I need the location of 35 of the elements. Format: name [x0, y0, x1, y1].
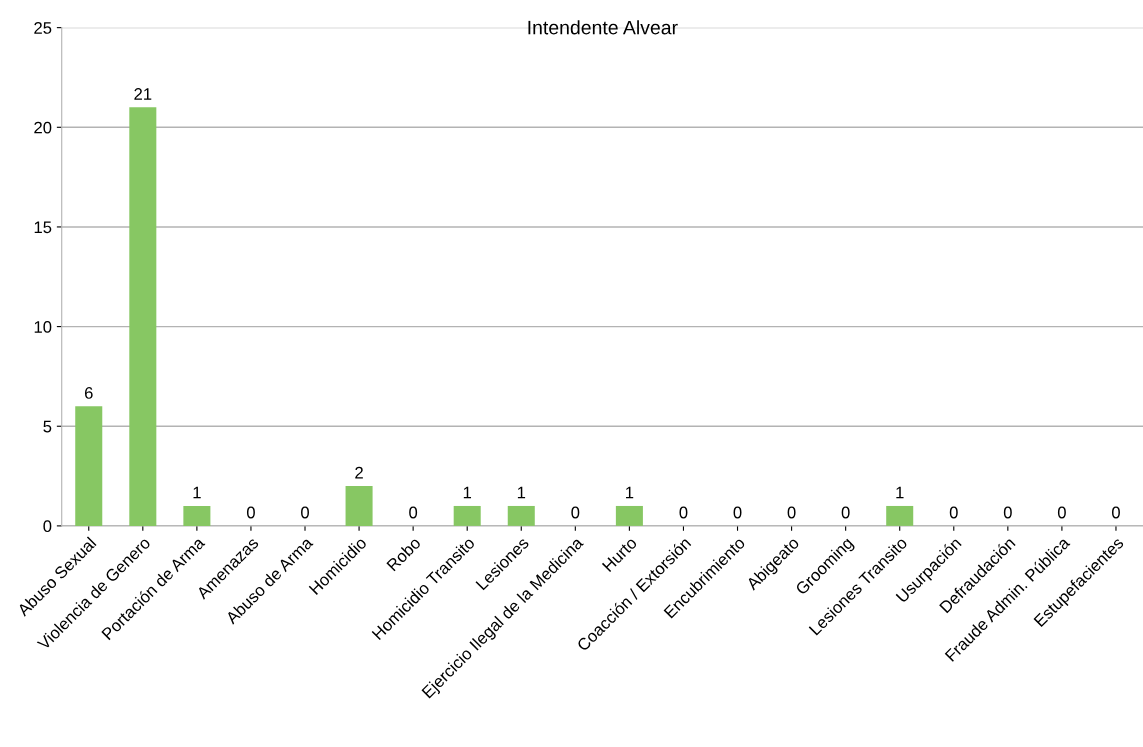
- data-label: 0: [409, 506, 418, 519]
- data-label: 21: [134, 88, 152, 100]
- bar: [75, 406, 103, 526]
- data-label: 1: [193, 486, 201, 499]
- y-tick-label: 20: [34, 121, 52, 134]
- bar: [507, 505, 535, 526]
- data-label: 0: [949, 506, 958, 519]
- y-tick-label: 10: [34, 320, 52, 333]
- bar: [453, 505, 481, 526]
- bar: [615, 505, 643, 526]
- data-label: 6: [84, 387, 93, 399]
- data-label: 0: [1111, 506, 1120, 519]
- data-label: 0: [679, 506, 688, 519]
- chart-title: Intendente Alvear: [528, 20, 678, 35]
- data-label: 1: [896, 486, 904, 499]
- data-label: 0: [246, 506, 255, 519]
- data-label: 0: [1057, 506, 1066, 519]
- data-label: 0: [841, 506, 850, 519]
- y-tick-label: 15: [34, 221, 52, 234]
- data-label: 1: [517, 486, 526, 499]
- y-tick-label: 0: [43, 520, 52, 533]
- bar: [886, 505, 914, 526]
- data-label: 1: [626, 486, 634, 499]
- data-label: 0: [571, 506, 580, 519]
- data-label: 0: [733, 506, 742, 519]
- data-label: 2: [355, 466, 363, 479]
- bar: [183, 505, 211, 526]
- bar: [345, 486, 373, 526]
- bar: [129, 107, 157, 526]
- data-label: 0: [787, 506, 796, 519]
- data-label: 1: [463, 486, 472, 499]
- data-label: 0: [1003, 506, 1012, 519]
- y-tick-label: 5: [43, 420, 52, 433]
- data-label: 0: [301, 506, 309, 519]
- y-tick-label: 25: [34, 22, 52, 34]
